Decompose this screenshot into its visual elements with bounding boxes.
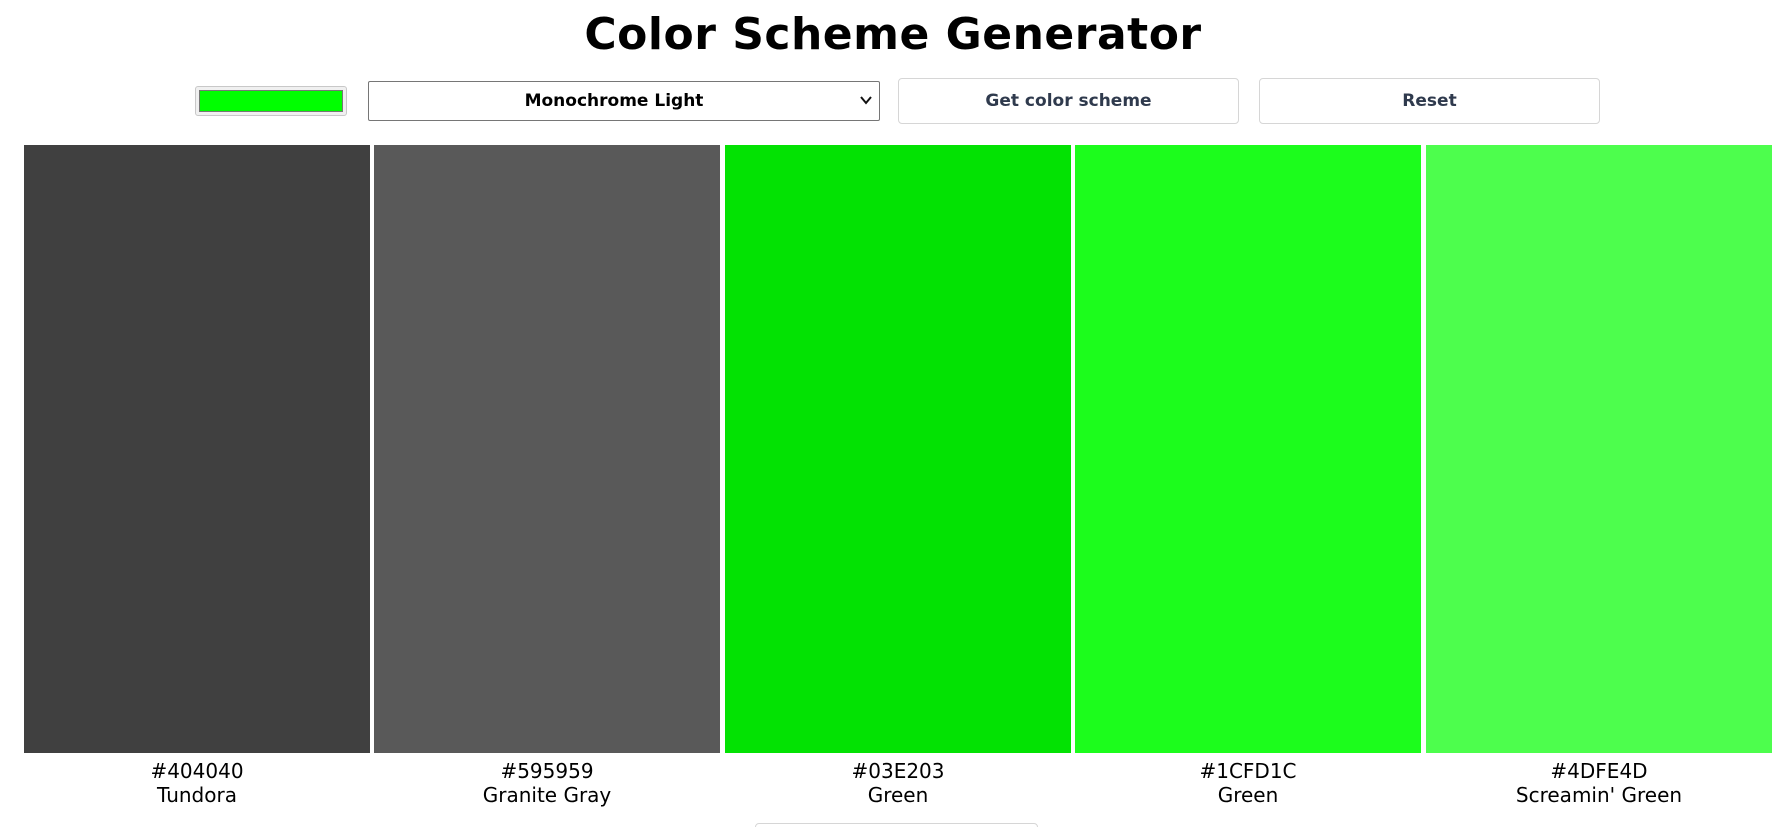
swatch-3: #03E203 Green <box>725 145 1071 807</box>
swatch-color-block <box>1426 145 1772 753</box>
swatch-hex: #1CFD1C <box>1199 759 1297 783</box>
swatch-name: Tundora <box>157 783 237 807</box>
controls-bar: Monochrome Light Get color scheme Reset <box>0 78 1786 126</box>
swatch-color-block <box>374 145 720 753</box>
swatch-hex: #404040 <box>150 759 244 783</box>
scheme-mode-value: Monochrome Light <box>524 91 704 111</box>
swatch-name: Green <box>867 783 929 807</box>
swatch-color-block <box>725 145 1071 753</box>
swatch-name: Screamin' Green <box>1515 783 1683 807</box>
swatch-hex: #4DFE4D <box>1550 759 1648 783</box>
seed-color-swatch <box>199 90 343 112</box>
swatch-hex: #03E203 <box>851 759 945 783</box>
scheme-mode-select[interactable]: Monochrome Light <box>368 81 880 121</box>
seed-color-picker[interactable] <box>195 86 347 116</box>
swatch-color-block <box>24 145 370 753</box>
swatch-name: Granite Gray <box>482 783 612 807</box>
swatch-color-block <box>1075 145 1421 753</box>
swatch-2: #595959 Granite Gray <box>374 145 720 807</box>
reset-button[interactable]: Reset <box>1259 78 1600 124</box>
swatch-name: Green <box>1217 783 1279 807</box>
swatch-1: #404040 Tundora <box>24 145 370 807</box>
swatch-4: #1CFD1C Green <box>1075 145 1421 807</box>
chevron-down-icon <box>860 96 872 105</box>
swatch-5: #4DFE4D Screamin' Green <box>1426 145 1772 807</box>
page-title: Color Scheme Generator <box>584 9 1202 60</box>
swatch-hex: #595959 <box>500 759 594 783</box>
partially-visible-button[interactable] <box>755 823 1038 827</box>
get-color-scheme-button[interactable]: Get color scheme <box>898 78 1239 124</box>
